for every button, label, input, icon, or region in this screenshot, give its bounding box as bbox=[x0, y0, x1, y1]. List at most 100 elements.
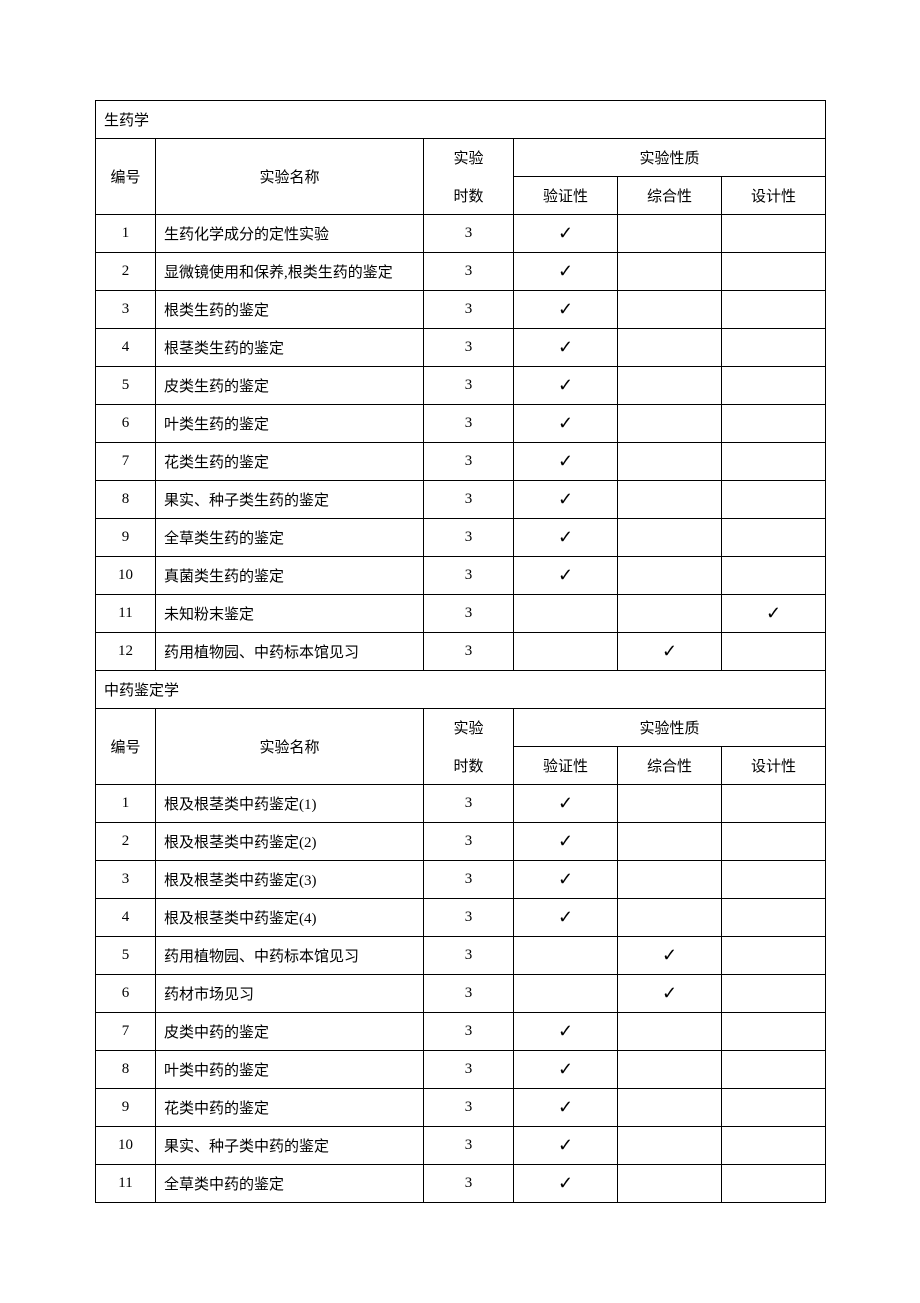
row-comprehensive bbox=[618, 405, 722, 443]
header-verify: 验证性 bbox=[514, 177, 618, 215]
row-name: 药用植物园、中药标本馆见习 bbox=[156, 633, 424, 671]
row-verify: ✓ bbox=[514, 823, 618, 861]
row-hours: 3 bbox=[424, 253, 514, 291]
row-design bbox=[722, 823, 826, 861]
row-verify: ✓ bbox=[514, 329, 618, 367]
table-row: 9全草类生药的鉴定3✓ bbox=[96, 519, 826, 557]
table-row: 2根及根茎类中药鉴定(2)3✓ bbox=[96, 823, 826, 861]
row-name: 花类生药的鉴定 bbox=[156, 443, 424, 481]
row-name: 根类生药的鉴定 bbox=[156, 291, 424, 329]
row-design bbox=[722, 443, 826, 481]
row-comprehensive bbox=[618, 1051, 722, 1089]
row-name: 叶类中药的鉴定 bbox=[156, 1051, 424, 1089]
row-hours: 3 bbox=[424, 861, 514, 899]
table-row: 10真菌类生药的鉴定3✓ bbox=[96, 557, 826, 595]
row-name: 显微镜使用和保养,根类生药的鉴定 bbox=[156, 253, 424, 291]
row-verify: ✓ bbox=[514, 253, 618, 291]
row-design bbox=[722, 1089, 826, 1127]
row-verify: ✓ bbox=[514, 443, 618, 481]
table-row: 3根类生药的鉴定3✓ bbox=[96, 291, 826, 329]
row-hours: 3 bbox=[424, 1013, 514, 1051]
row-verify: ✓ bbox=[514, 481, 618, 519]
row-hours: 3 bbox=[424, 367, 514, 405]
row-comprehensive bbox=[618, 785, 722, 823]
row-comprehensive: ✓ bbox=[618, 937, 722, 975]
table-row: 6药材市场见习3✓ bbox=[96, 975, 826, 1013]
table-row: 2显微镜使用和保养,根类生药的鉴定3✓ bbox=[96, 253, 826, 291]
header-hours-l1: 实验 bbox=[424, 709, 514, 747]
row-comprehensive: ✓ bbox=[618, 975, 722, 1013]
row-verify: ✓ bbox=[514, 899, 618, 937]
header-design: 设计性 bbox=[722, 747, 826, 785]
row-num: 12 bbox=[96, 633, 156, 671]
row-hours: 3 bbox=[424, 1051, 514, 1089]
table-row: 7花类生药的鉴定3✓ bbox=[96, 443, 826, 481]
row-num: 3 bbox=[96, 291, 156, 329]
row-name: 根及根茎类中药鉴定(4) bbox=[156, 899, 424, 937]
row-num: 9 bbox=[96, 1089, 156, 1127]
header-hours-l2: 时数 bbox=[424, 177, 514, 215]
row-verify bbox=[514, 937, 618, 975]
section-title: 中药鉴定学 bbox=[96, 671, 826, 709]
row-num: 1 bbox=[96, 785, 156, 823]
row-hours: 3 bbox=[424, 937, 514, 975]
table-row: 4根茎类生药的鉴定3✓ bbox=[96, 329, 826, 367]
row-comprehensive bbox=[618, 329, 722, 367]
row-hours: 3 bbox=[424, 899, 514, 937]
row-hours: 3 bbox=[424, 1127, 514, 1165]
row-comprehensive bbox=[618, 1089, 722, 1127]
row-design bbox=[722, 291, 826, 329]
row-verify: ✓ bbox=[514, 1089, 618, 1127]
row-hours: 3 bbox=[424, 785, 514, 823]
table-row: 5药用植物园、中药标本馆见习3 ✓ bbox=[96, 937, 826, 975]
row-name: 根及根茎类中药鉴定(3) bbox=[156, 861, 424, 899]
row-hours: 3 bbox=[424, 481, 514, 519]
row-name: 果实、种子类生药的鉴定 bbox=[156, 481, 424, 519]
row-comprehensive bbox=[618, 291, 722, 329]
header-name: 实验名称 bbox=[156, 709, 424, 785]
row-comprehensive bbox=[618, 557, 722, 595]
row-verify bbox=[514, 595, 618, 633]
row-design bbox=[722, 785, 826, 823]
row-hours: 3 bbox=[424, 291, 514, 329]
table-row: 10果实、种子类中药的鉴定3✓ bbox=[96, 1127, 826, 1165]
row-num: 4 bbox=[96, 899, 156, 937]
row-design bbox=[722, 1051, 826, 1089]
row-verify: ✓ bbox=[514, 1127, 618, 1165]
row-num: 5 bbox=[96, 937, 156, 975]
row-num: 8 bbox=[96, 481, 156, 519]
row-name: 根茎类生药的鉴定 bbox=[156, 329, 424, 367]
table-row: 4根及根茎类中药鉴定(4)3✓ bbox=[96, 899, 826, 937]
row-verify: ✓ bbox=[514, 861, 618, 899]
table-row: 7皮类中药的鉴定3✓ bbox=[96, 1013, 826, 1051]
row-comprehensive bbox=[618, 481, 722, 519]
header-nature-group: 实验性质 bbox=[514, 709, 826, 747]
row-design bbox=[722, 1165, 826, 1203]
row-num: 7 bbox=[96, 443, 156, 481]
row-name: 叶类生药的鉴定 bbox=[156, 405, 424, 443]
row-design bbox=[722, 405, 826, 443]
header-comprehensive: 综合性 bbox=[618, 747, 722, 785]
row-verify: ✓ bbox=[514, 519, 618, 557]
row-name: 药用植物园、中药标本馆见习 bbox=[156, 937, 424, 975]
row-name: 生药化学成分的定性实验 bbox=[156, 215, 424, 253]
row-verify: ✓ bbox=[514, 405, 618, 443]
row-num: 2 bbox=[96, 823, 156, 861]
table-row: 11未知粉末鉴定3✓ bbox=[96, 595, 826, 633]
row-design bbox=[722, 253, 826, 291]
header-design: 设计性 bbox=[722, 177, 826, 215]
table-row: 11全草类中药的鉴定3✓ bbox=[96, 1165, 826, 1203]
row-num: 5 bbox=[96, 367, 156, 405]
table-row: 6叶类生药的鉴定3✓ bbox=[96, 405, 826, 443]
row-comprehensive bbox=[618, 1127, 722, 1165]
header-comprehensive: 综合性 bbox=[618, 177, 722, 215]
table-row: 9花类中药的鉴定3✓ bbox=[96, 1089, 826, 1127]
row-hours: 3 bbox=[424, 823, 514, 861]
row-comprehensive bbox=[618, 595, 722, 633]
header-verify: 验证性 bbox=[514, 747, 618, 785]
row-design bbox=[722, 481, 826, 519]
row-design bbox=[722, 937, 826, 975]
row-comprehensive bbox=[618, 253, 722, 291]
row-verify: ✓ bbox=[514, 785, 618, 823]
header-hours-l2: 时数 bbox=[424, 747, 514, 785]
